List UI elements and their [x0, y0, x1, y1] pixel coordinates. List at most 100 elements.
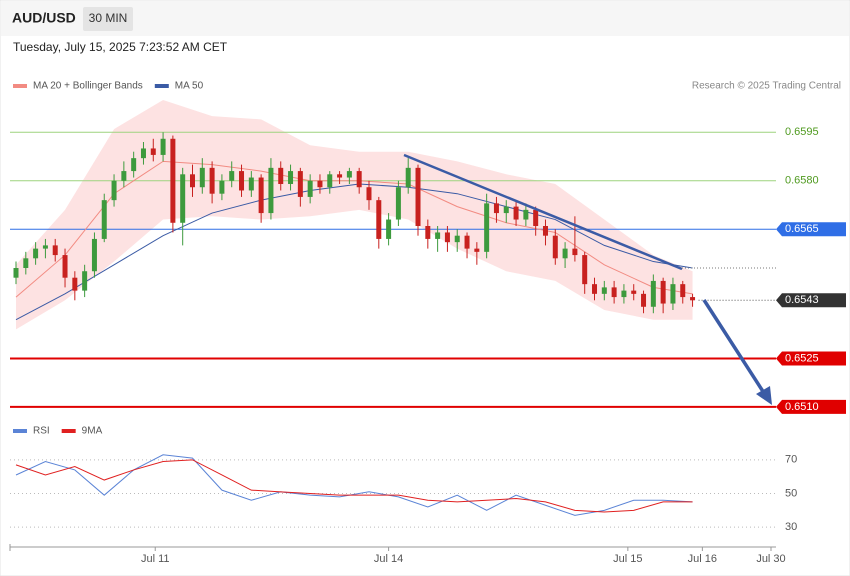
candle-body: [395, 187, 401, 220]
y-tick-label: 50: [785, 487, 797, 499]
candle-body: [542, 226, 548, 236]
candle-body: [660, 280, 666, 304]
candle-body: [91, 238, 97, 272]
candle-body: [582, 255, 588, 285]
x-tick-label: Jul 16: [688, 553, 717, 565]
candle-body: [376, 200, 382, 239]
candle-body: [690, 297, 696, 301]
legend-swatch: [13, 429, 27, 433]
level-tag: [776, 351, 846, 366]
legend-label: 9MA: [82, 426, 103, 437]
candle-body: [297, 171, 303, 197]
candle-body: [13, 268, 19, 278]
candle-body: [288, 171, 294, 184]
rsi-line: [15, 454, 693, 516]
x-tick-label: Jul 30: [756, 553, 785, 565]
candle-body: [435, 232, 441, 239]
candle-body: [121, 171, 127, 181]
candle-body: [601, 287, 607, 294]
candle-body: [258, 177, 264, 214]
candle-body: [111, 180, 117, 201]
candle-body: [503, 206, 509, 214]
interval[interactable]: 30 MIN: [89, 11, 128, 25]
candle-body: [150, 148, 156, 155]
candle-body: [33, 248, 39, 259]
x-tick-label: Jul 15: [613, 553, 642, 565]
level-tag: [776, 399, 846, 414]
candle-body: [415, 167, 421, 226]
candle-body: [189, 174, 195, 188]
candle-body: [180, 174, 186, 223]
candle-body: [513, 206, 519, 220]
candle-body: [680, 284, 686, 298]
legend-swatch: [61, 429, 76, 433]
candle-body: [82, 271, 88, 291]
candle-body: [327, 174, 333, 188]
candle-body: [307, 180, 313, 197]
candle-body: [484, 203, 490, 252]
legend-swatch: [13, 84, 27, 88]
candle-body: [533, 209, 539, 226]
rsi-line: [15, 459, 693, 513]
legend-label: MA 50: [175, 81, 204, 92]
bollinger-band: [16, 100, 693, 330]
candle-body: [454, 235, 460, 243]
candle-body: [101, 200, 107, 239]
candle-body: [552, 235, 558, 259]
candle-body: [621, 290, 627, 298]
trend-line: [403, 153, 683, 271]
candle-body: [131, 158, 137, 172]
candle-body: [562, 248, 568, 259]
candle-body: [493, 203, 499, 214]
candle-body: [611, 287, 617, 298]
level-tag: [776, 293, 846, 308]
candle-body: [572, 248, 578, 256]
candle-body: [268, 167, 274, 214]
header-bar: [1, 1, 849, 36]
x-tick-label: Jul 14: [374, 553, 403, 565]
level-label: 0.6543: [785, 294, 819, 306]
candle-body: [248, 177, 254, 191]
symbol: AUD/USD: [12, 10, 76, 26]
candle-body: [670, 284, 676, 304]
candle-body: [631, 290, 637, 294]
candle-body: [650, 280, 656, 307]
candle-body: [52, 245, 58, 256]
credit: Research © 2025 Trading Central: [692, 81, 841, 92]
candle-body: [199, 167, 205, 188]
candle-body: [278, 167, 284, 184]
forecast-arrow: [702, 299, 766, 394]
y-tick-label: 30: [785, 521, 797, 533]
candle-body: [474, 248, 480, 252]
candle-body: [23, 258, 29, 268]
candle-body: [346, 171, 352, 178]
y-tick-label: 70: [785, 454, 797, 466]
candle-body: [337, 174, 343, 178]
candle-body: [464, 235, 470, 249]
legend-swatch: [154, 84, 169, 88]
candle-body: [229, 171, 235, 181]
candle-body: [239, 171, 245, 191]
timestamp: Tuesday, July 15, 2025 7:23:52 AM CET: [13, 40, 228, 54]
candle-body: [523, 209, 529, 220]
candle-body: [444, 232, 450, 243]
candle-body: [405, 167, 411, 188]
interval-box[interactable]: [83, 7, 133, 31]
level-label: 0.6595: [785, 126, 819, 138]
candle-body: [160, 138, 166, 155]
candle-body: [62, 255, 68, 278]
x-tick-label: Jul 11: [141, 553, 170, 565]
candle-body: [366, 187, 372, 201]
candle-body: [209, 167, 215, 194]
candle-body: [140, 148, 146, 159]
candle-body: [219, 180, 225, 194]
candle-body: [641, 293, 647, 307]
level-label: 0.6565: [785, 223, 819, 235]
candle-body: [317, 180, 323, 188]
forecast-arrowhead: [756, 386, 772, 405]
level-label: 0.6580: [785, 175, 819, 187]
candle-body: [386, 219, 392, 239]
candle-body: [425, 226, 431, 239]
